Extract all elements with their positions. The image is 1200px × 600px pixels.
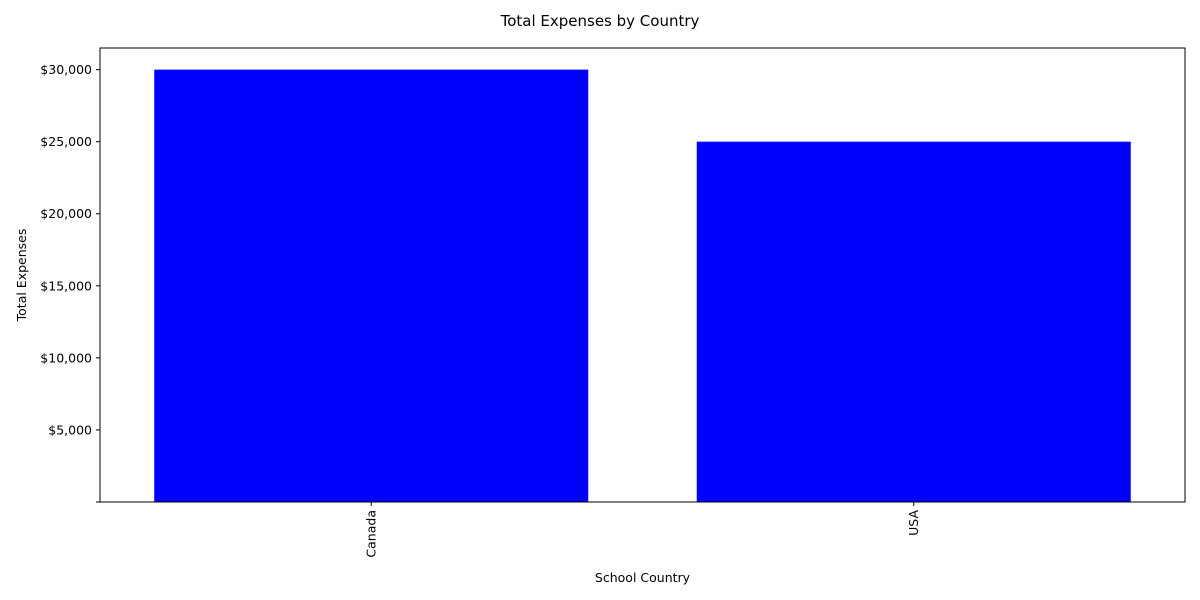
y-tick-label: $25,000 xyxy=(40,134,92,149)
y-tick-label: $10,000 xyxy=(40,350,92,365)
plot-frame xyxy=(99,47,1186,503)
x-axis-label: School Country xyxy=(595,570,691,585)
x-tick-label-usa: USA xyxy=(906,510,921,536)
y-tick-label: $30,000 xyxy=(40,62,92,77)
y-tick-label: $20,000 xyxy=(40,206,92,221)
y-axis-ticks: $5,000 $10,000 $15,000 $20,000 $25,000 $30,00… xyxy=(40,62,100,503)
y-tick-label: $15,000 xyxy=(40,278,92,293)
x-axis-ticks: Canada USA xyxy=(363,502,921,558)
bar-usa xyxy=(696,141,1131,502)
bar-canada xyxy=(154,69,589,502)
y-tick-label: $5,000 xyxy=(48,422,92,437)
y-axis-label: Total Expenses xyxy=(14,229,29,323)
x-tick-label-canada: Canada xyxy=(363,510,378,558)
bars-group xyxy=(154,69,1131,502)
chart-title: Total Expenses by Country xyxy=(500,12,700,30)
